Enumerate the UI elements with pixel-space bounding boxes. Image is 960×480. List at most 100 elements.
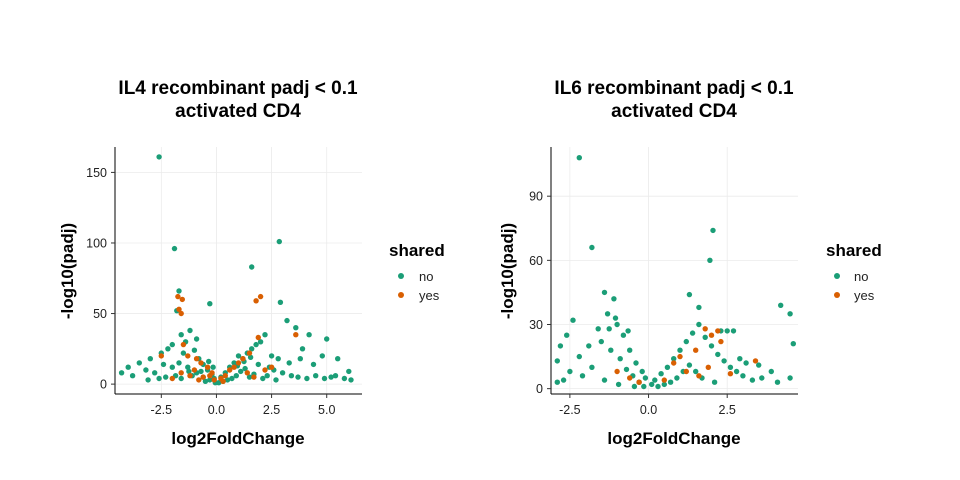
data-point-yes [178, 310, 184, 317]
data-point-no [242, 365, 248, 372]
data-point-yes [696, 373, 702, 379]
x-tick-label: 2.5 [719, 403, 736, 417]
data-point-no [721, 358, 727, 364]
data-point-no [589, 244, 595, 251]
x-axis-title: log2FoldChange [607, 429, 740, 448]
data-point-no [276, 238, 282, 245]
data-point-no [743, 360, 749, 366]
data-point-no [702, 334, 708, 340]
data-point-no [193, 336, 200, 342]
data-point-no [693, 368, 699, 375]
data-point-no [335, 356, 341, 362]
data-point-no [727, 364, 734, 370]
data-point-no [295, 374, 301, 380]
data-point-yes [293, 332, 299, 338]
data-point-no [171, 245, 178, 252]
legend-label-yes: yes [854, 288, 875, 303]
data-point-yes [255, 334, 261, 341]
data-point-no [169, 341, 175, 348]
data-point-no [711, 379, 718, 385]
data-point-no [759, 375, 765, 381]
data-point-no [176, 360, 182, 366]
data-point-no [778, 302, 784, 308]
data-point-no [206, 358, 212, 365]
data-point-no [749, 377, 756, 383]
data-point-no [633, 360, 639, 366]
x-tick-label: 2.5 [263, 403, 280, 417]
data-point-no [304, 375, 310, 382]
y-axis-title: -log10(padj) [498, 223, 517, 319]
data-point-no [595, 326, 601, 332]
data-point-yes [251, 374, 257, 380]
data-point-no [768, 368, 774, 375]
data-point-no [264, 373, 270, 379]
data-point-no [169, 364, 175, 370]
data-point-no [733, 368, 740, 375]
data-point-no [277, 299, 284, 305]
data-point-no [180, 350, 187, 356]
legend-title: shared [826, 241, 882, 260]
legend-key-yes [834, 292, 840, 298]
data-point-no [677, 347, 683, 353]
data-point-no [324, 336, 330, 342]
data-point-yes [636, 379, 642, 385]
data-point-yes [231, 364, 237, 370]
data-point-yes [220, 378, 226, 384]
data-point-no [631, 383, 638, 390]
data-point-no [576, 353, 582, 360]
data-point-yes [253, 298, 259, 304]
data-point-no [667, 379, 674, 385]
data-point-yes [718, 338, 724, 345]
plot-panel-il6: IL6 recombinant padj < 0.1 activated CD4… [498, 78, 882, 448]
data-point-yes [227, 367, 233, 373]
data-point-no [332, 373, 339, 379]
data-point-yes [176, 306, 182, 312]
legend-label-no: no [419, 269, 433, 284]
data-point-no [707, 257, 713, 263]
data-point-no [229, 375, 235, 382]
data-point-no [671, 356, 677, 362]
data-point-yes [185, 353, 191, 359]
data-point-no [328, 374, 334, 380]
y-tick-label: 150 [86, 166, 107, 180]
data-point-no [156, 375, 162, 382]
data-point-no [165, 346, 171, 352]
y-tick-label: 100 [86, 236, 107, 250]
data-point-no [604, 311, 611, 317]
grid-lines [115, 147, 362, 394]
data-point-no [313, 373, 319, 379]
x-tick-label: 0.0 [640, 403, 657, 417]
data-point-no [346, 368, 352, 375]
data-point-no [286, 360, 292, 366]
data-point-yes [207, 373, 213, 379]
data-point-no [696, 321, 702, 328]
data-point-yes [179, 296, 185, 303]
data-point-no [152, 370, 158, 376]
data-point-no [564, 332, 570, 338]
data-point-yes [677, 353, 683, 360]
plot-panel-il4: IL4 recombinant padj < 0.1 activated CD4… [58, 78, 445, 448]
data-point-no [147, 356, 153, 362]
data-point-yes [222, 373, 228, 379]
data-point-no [268, 353, 275, 359]
data-point-no [284, 317, 290, 324]
data-point-no [730, 328, 737, 334]
data-point-no [136, 360, 142, 366]
data-point-yes [196, 377, 202, 383]
data-point-no [160, 361, 167, 368]
data-point-yes [180, 341, 187, 348]
data-point-no [664, 364, 671, 370]
data-point-no [257, 339, 264, 345]
x-tick-label: 5.0 [318, 403, 335, 417]
x-tick-label: -2.5 [559, 403, 581, 417]
data-point-no [163, 374, 169, 380]
data-points [118, 154, 354, 386]
data-point-no [224, 377, 231, 383]
data-point-no [249, 346, 255, 352]
data-point-yes [244, 370, 250, 376]
data-point-no [708, 343, 715, 349]
data-point-yes [211, 377, 217, 383]
data-point-no [156, 154, 162, 160]
data-point-no [129, 373, 136, 379]
